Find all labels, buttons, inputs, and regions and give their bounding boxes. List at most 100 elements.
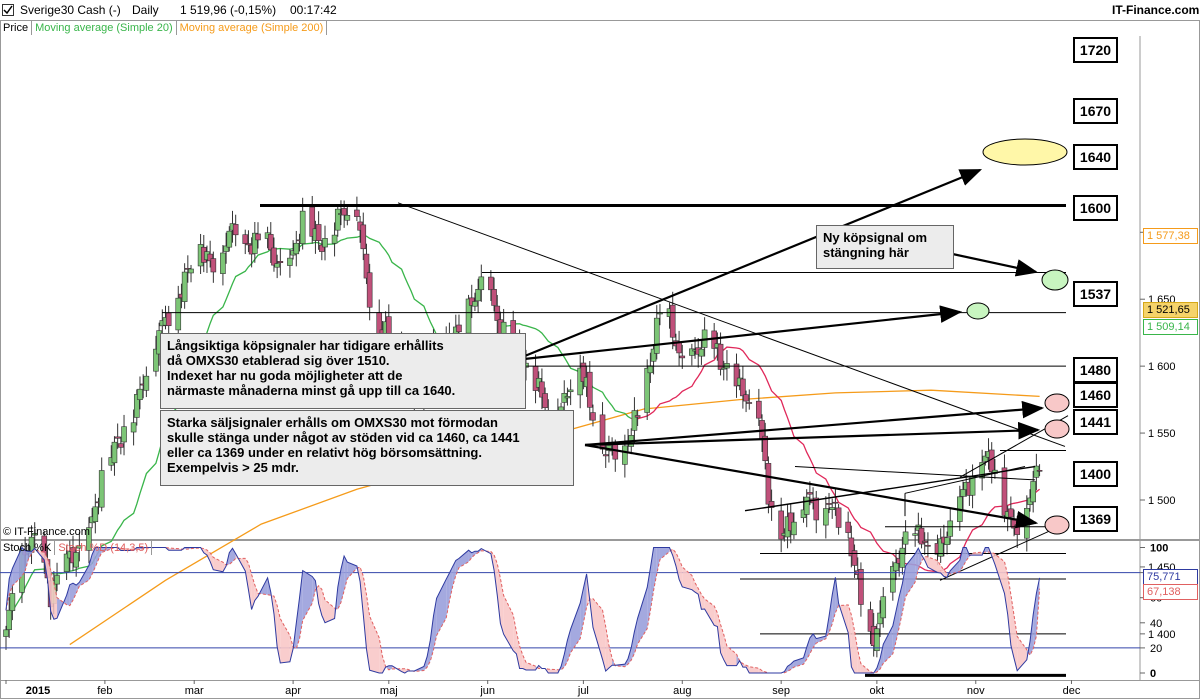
candle-body	[255, 233, 261, 241]
candle-body	[121, 426, 127, 443]
stoch-fill	[347, 562, 357, 579]
stoch-fill	[379, 637, 383, 673]
stoch-fill	[653, 547, 657, 591]
candle-body	[542, 393, 548, 408]
level-label-1670: 1670	[1073, 98, 1118, 124]
stoch-fill	[53, 583, 58, 620]
stoch-fill	[337, 569, 341, 610]
stoch-fill	[213, 557, 223, 572]
candle-body	[733, 363, 740, 387]
stoch-tick-label: 20	[1150, 643, 1162, 655]
arrow	[514, 168, 983, 362]
candle-body	[599, 414, 606, 450]
candle-body	[143, 375, 150, 391]
candle-body	[76, 545, 83, 549]
time-tick-label: okt	[870, 685, 885, 697]
stoch-fill	[9, 568, 13, 595]
stoch-fill	[503, 595, 514, 651]
candle-body	[98, 470, 105, 508]
legend-price[interactable]: Price	[0, 21, 33, 35]
legend-ma200[interactable]: Moving average (Simple 200)	[177, 21, 328, 35]
stoch-fill	[736, 654, 740, 666]
checkbox-icon[interactable]	[2, 4, 14, 19]
candle-body	[181, 271, 188, 302]
stoch-fill	[369, 616, 380, 673]
candle-body	[3, 629, 9, 637]
stoch-fill	[251, 574, 255, 610]
sell-ellipse-1441	[1044, 419, 1070, 439]
candle-body	[669, 304, 676, 338]
target-ellipse-1640	[982, 138, 1068, 166]
trend-line	[744, 465, 1036, 512]
stoch-fill	[1010, 594, 1015, 659]
candle-body	[31, 533, 38, 536]
candle-body	[848, 537, 855, 557]
stoch-fill	[12, 547, 22, 586]
candle-body	[988, 449, 995, 473]
stoch-fill	[25, 550, 29, 572]
candle-body	[756, 400, 762, 419]
time-tick-label: sep	[772, 685, 790, 697]
candle-body	[363, 253, 370, 279]
stoch-fill	[985, 547, 989, 553]
candle-body	[63, 553, 70, 572]
stoch-fill	[79, 565, 89, 587]
price-legend: Price Moving average (Simple 20) Moving av…	[0, 21, 328, 35]
candle-body	[851, 550, 858, 566]
new-buy-signal-note: Ny köpsignal om stängning här	[816, 225, 954, 269]
candle-body	[631, 410, 638, 431]
candle-body	[1008, 508, 1014, 518]
price-tick-label: 1 400	[1148, 629, 1176, 641]
candle-body	[893, 562, 899, 572]
candle-body	[133, 394, 140, 418]
stoch-fill	[567, 629, 571, 662]
candle-body	[252, 232, 258, 254]
stoch-fill	[1014, 615, 1018, 671]
buy-note-line: Indexet har nu goda möjligheter att de	[167, 368, 403, 383]
candle-body	[877, 612, 883, 625]
stoch-fill	[500, 578, 504, 635]
stoch-fill	[1004, 561, 1008, 615]
candle-body	[845, 521, 851, 533]
candle-body	[456, 324, 462, 333]
candle-body	[650, 348, 657, 362]
chart-header: Sverige30 Cash (-) Daily 1 519,96 (-0,15…	[0, 0, 1200, 20]
candle-body	[9, 593, 16, 611]
stoch-fill	[723, 634, 727, 666]
candle-body	[590, 412, 596, 421]
level-label-1640: 1640	[1073, 144, 1118, 170]
stoch-fill	[516, 631, 520, 669]
stoch-fill	[318, 585, 322, 616]
stoch-fill	[857, 649, 861, 673]
stoch-fill	[675, 552, 680, 580]
candle-body	[73, 552, 79, 568]
stoch-fill	[704, 598, 715, 626]
candle-body	[267, 234, 274, 251]
candle-body	[114, 436, 121, 439]
stoch-fill	[449, 566, 453, 602]
candle-body	[475, 288, 481, 302]
candle-body	[740, 378, 746, 397]
stoch-fill	[280, 618, 290, 664]
candle-body	[807, 492, 813, 495]
stoch-fill	[245, 558, 249, 590]
candle-body	[165, 312, 172, 327]
stoch-fill	[682, 566, 692, 590]
candle-body	[491, 289, 497, 306]
stoch-fill	[98, 547, 102, 560]
time-tick-label: apr	[285, 685, 301, 697]
stoch-fill	[1033, 593, 1037, 649]
legend-ma20[interactable]: Moving average (Simple 20)	[32, 21, 177, 35]
stoch-k-value-tag: 75,771	[1143, 569, 1198, 585]
new-buy-note-line: Ny köpsignal om	[823, 230, 928, 245]
candle-body	[245, 243, 252, 246]
candle-body	[488, 276, 494, 291]
stoch-fill	[50, 570, 54, 620]
legend-stoch-d[interactable]: Stoch %D (14,3,5)	[55, 541, 153, 555]
legend-stoch-k[interactable]: Stoch %K	[0, 541, 56, 555]
stoch-fill	[433, 598, 437, 651]
price-tick-label: 1 550	[1148, 428, 1176, 440]
candle-body	[947, 520, 954, 537]
stoch-fill	[742, 663, 747, 668]
